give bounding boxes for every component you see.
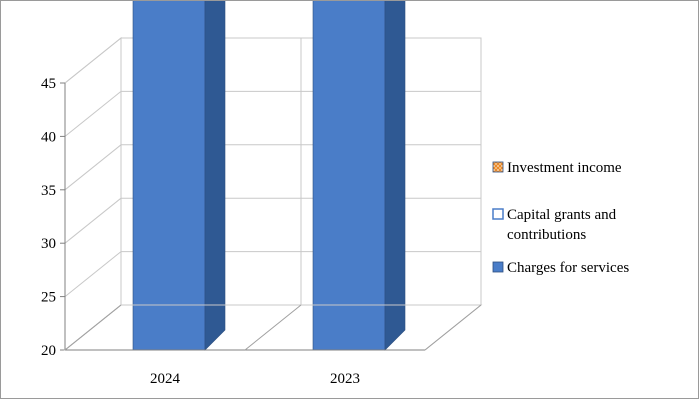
x-axis: 2024 2023 — [63, 304, 483, 387]
x-tick-label: 2024 — [150, 371, 181, 387]
bar-face — [132, 0, 206, 351]
x-tick-label: 2023 — [330, 371, 360, 387]
y-tick-label: 45 — [41, 76, 56, 92]
x-tick-depth — [424, 304, 482, 351]
x-tick-depth — [244, 304, 302, 351]
y-tick-label: 30 — [41, 236, 56, 252]
side-wall — [64, 36, 122, 352]
bar-segment — [132, 0, 226, 351]
legend-swatch — [492, 261, 504, 273]
legend: Investment income Capital grants and contr… — [492, 160, 629, 276]
legend-item: Charges for services — [492, 260, 629, 276]
bars — [132, 0, 406, 351]
gridline-depth — [64, 144, 122, 191]
gridline-depth — [64, 251, 122, 297]
chart-walls — [64, 36, 482, 352]
legend-label: Investment income — [507, 160, 622, 176]
bar-side — [384, 0, 406, 351]
bar-face — [312, 0, 386, 351]
gridline-depth — [64, 37, 122, 84]
y-tick-label: 25 — [41, 290, 56, 306]
legend-item: Capital grants and contributions — [492, 207, 617, 243]
legend-swatch — [492, 208, 504, 220]
x-tick-depth — [64, 304, 122, 351]
gridlines — [64, 37, 481, 351]
y-axis: 20 25 30 35 40 45 — [41, 76, 66, 359]
legend-label: Charges for services — [507, 260, 629, 276]
y-tick-label: 35 — [41, 183, 56, 199]
bar-segment — [312, 0, 406, 351]
legend-item: Investment income — [492, 160, 622, 176]
bar-side — [204, 0, 226, 351]
legend-label: contributions — [507, 227, 586, 243]
legend-label: Capital grants and — [507, 207, 617, 223]
legend-swatch — [492, 161, 504, 173]
gridline-depth — [64, 197, 122, 244]
gridline-depth — [64, 91, 122, 137]
y-tick-label: 20 — [41, 343, 56, 359]
y-tick-label: 40 — [41, 129, 56, 145]
